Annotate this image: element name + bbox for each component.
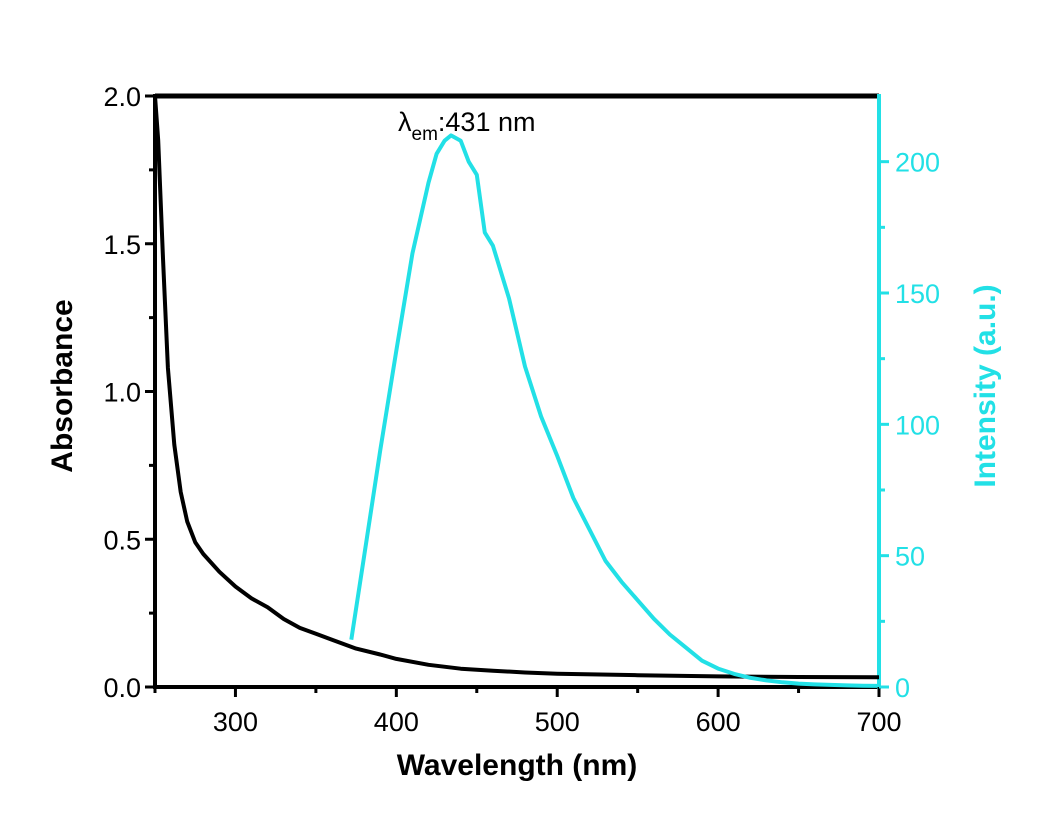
plot-frame: [153, 93, 881, 689]
y-tick-label: 0.5: [103, 525, 141, 555]
annotation-subscript: em: [412, 124, 438, 145]
x-axis: 300 400 500 600 700: [153, 687, 902, 737]
y-axis-right: 0 50 100 150 200: [879, 148, 940, 703]
x-tick-label: 400: [374, 707, 419, 737]
y2-tick-label: 200: [895, 148, 940, 178]
x-tick-label: 300: [213, 707, 258, 737]
y-tick-label: 1.0: [103, 378, 141, 408]
y2-tick-label: 100: [895, 410, 940, 440]
y2-tick-label: 0: [895, 673, 910, 703]
y-tick-label: 1.5: [103, 230, 141, 260]
annotation-lambda: λ: [398, 107, 412, 137]
y-axis-left: 0.0 0.5 1.0 1.5 2.0: [103, 82, 155, 703]
x-tick-label: 600: [696, 707, 741, 737]
absorbance-line: [153, 95, 880, 680]
y2-axis-title: Intensity (a.u.): [969, 284, 1002, 487]
emission-line: [349, 133, 880, 688]
emission-peak-annotation: λem:431 nm: [398, 107, 535, 145]
y-tick-label: 0.0: [103, 673, 141, 703]
annotation-value: :431 nm: [438, 107, 536, 137]
y-axis-title: Absorbance: [46, 299, 79, 472]
series-layer: [153, 95, 880, 688]
y-tick-label: 2.0: [103, 82, 141, 112]
y2-tick-label: 150: [895, 279, 940, 309]
y2-tick-label: 50: [895, 542, 925, 572]
x-axis-title: Wavelength (nm): [397, 749, 638, 782]
x-tick-label: 700: [856, 707, 901, 737]
x-tick-label: 500: [535, 707, 580, 737]
